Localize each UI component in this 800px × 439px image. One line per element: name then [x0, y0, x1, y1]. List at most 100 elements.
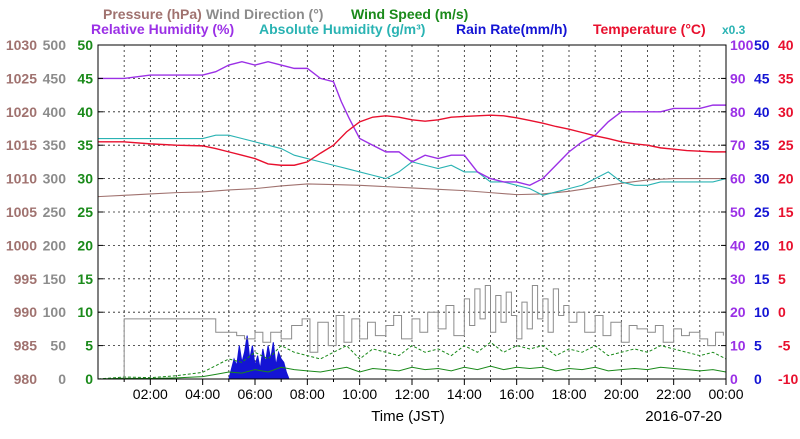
y-tick-label-pressure: 1015: [6, 137, 37, 153]
y-tick-label-pressure: 1000: [6, 237, 37, 253]
y-tick-label-rain-rate: 35: [754, 137, 770, 153]
y-tick-label-temperature: 5: [778, 271, 786, 287]
y-tick-label-wind-speed: 50: [77, 37, 93, 53]
y-tick-label-pressure: 1005: [6, 204, 37, 220]
y-tick-label-pressure: 1010: [6, 171, 37, 187]
y-tick-label-wind-direction: 250: [43, 204, 67, 220]
y-tick-label-relative-humidity: 30: [730, 271, 746, 287]
y-tick-label-rain-rate: 5: [754, 338, 762, 354]
axes: 02:00 04:00 06:00 08:00 10:00 12:00 14:00 16:00…: [6, 37, 799, 402]
x-tick-label: 16:00: [499, 386, 534, 402]
legend-temperature: Temperature (°C): [593, 21, 706, 37]
series-wind-speed-mean: [97, 365, 727, 380]
y-tick-label-rain-rate: 0: [754, 371, 762, 387]
y-tick-label-relative-humidity: 20: [730, 304, 746, 320]
y-tick-label-wind-speed: 20: [77, 237, 93, 253]
y-tick-label-wind-speed: 45: [77, 70, 93, 86]
series-layer: [97, 60, 727, 380]
y-tick-label-temperature: 30: [778, 104, 794, 120]
date-label: 2016-07-20: [645, 408, 722, 425]
y-tick-label-wind-direction: 500: [43, 37, 67, 53]
x-tick-label: 10:00: [342, 386, 377, 402]
x-tick-label: 20:00: [604, 386, 639, 402]
y-tick-label-wind-direction: 50: [50, 338, 66, 354]
series-pressure: [97, 178, 726, 198]
y-tick-label-wind-direction: 100: [43, 304, 67, 320]
series-temperature: [98, 114, 726, 166]
x-tick-label: 18:00: [551, 386, 586, 402]
y-tick-label-wind-direction: 150: [43, 271, 67, 287]
y-tick-label-pressure: 995: [14, 271, 38, 287]
y-tick-label-rain-rate: 25: [754, 204, 770, 220]
y-tick-label-relative-humidity: 0: [730, 371, 738, 387]
x-tick-label: 12:00: [394, 386, 429, 402]
y-tick-label-wind-speed: 40: [77, 104, 93, 120]
y-tick-label-pressure: 1030: [6, 37, 37, 53]
y-tick-label-wind-speed: 0: [85, 371, 93, 387]
x-tick-label: 06:00: [237, 386, 272, 402]
series-absolute-humidity: [98, 134, 727, 196]
series-relative-humidity: [98, 60, 726, 187]
legend-relative-humidity: Relative Humidity (%): [91, 21, 234, 37]
y-tick-label-wind-direction: 300: [43, 171, 67, 187]
y-tick-label-wind-direction: 200: [43, 237, 67, 253]
y-tick-label-temperature: 25: [778, 137, 794, 153]
y-tick-label-temperature: 20: [778, 171, 794, 187]
y-tick-label-pressure: 1020: [6, 104, 37, 120]
y-tick-label-wind-speed: 10: [77, 304, 93, 320]
y-tick-label-relative-humidity: 100: [730, 37, 754, 53]
y-tick-label-wind-speed: 15: [77, 271, 93, 287]
legend-pressure: Pressure (hPa): [103, 6, 202, 22]
x-tick-label: 14:00: [447, 386, 482, 402]
y-tick-label-temperature: -10: [778, 371, 798, 387]
y-tick-label-relative-humidity: 40: [730, 237, 746, 253]
legend-wind-speed: Wind Speed (m/s): [351, 6, 468, 22]
y-tick-label-temperature: 0: [778, 304, 786, 320]
y-tick-label-pressure: 990: [14, 304, 38, 320]
y-tick-label-rain-rate: 10: [754, 304, 770, 320]
y-tick-label-relative-humidity: 60: [730, 171, 746, 187]
y-tick-label-temperature: 35: [778, 70, 794, 86]
x-tick-label: 02:00: [133, 386, 168, 402]
y-tick-label-rain-rate: 15: [754, 271, 770, 287]
y-tick-label-rain-rate: 45: [754, 70, 770, 86]
series-wind-direction: [98, 284, 724, 380]
y-tick-label-wind-direction: 400: [43, 104, 67, 120]
y-tick-label-pressure: 1025: [6, 70, 37, 86]
y-tick-label-wind-speed: 30: [77, 171, 93, 187]
x-tick-label: 08:00: [290, 386, 325, 402]
y-tick-label-wind-direction: 450: [43, 70, 67, 86]
y-tick-label-relative-humidity: 90: [730, 70, 746, 86]
legend: Pressure (hPa) Wind Direction (°) Wind S…: [91, 6, 746, 37]
y-tick-label-relative-humidity: 80: [730, 104, 746, 120]
y-tick-label-rain-rate: 20: [754, 237, 770, 253]
grid: [98, 45, 726, 379]
y-tick-label-relative-humidity: 70: [730, 137, 746, 153]
series-wind-speed: [97, 341, 727, 380]
x-tick-label: 04:00: [185, 386, 220, 402]
y-tick-label-relative-humidity: 50: [730, 204, 746, 220]
legend-absolute-humidity: Absolute Humidity (g/m³): [259, 21, 425, 37]
y-tick-label-pressure: 980: [14, 371, 38, 387]
y-tick-label-temperature: 10: [778, 237, 794, 253]
y-tick-label-rain-rate: 50: [754, 37, 770, 53]
y-tick-label-temperature: -5: [778, 338, 791, 354]
y-tick-label-temperature: 15: [778, 204, 794, 220]
y-tick-label-wind-speed: 5: [85, 338, 93, 354]
y-tick-label-relative-humidity: 10: [730, 338, 746, 354]
legend-rain-rate: Rain Rate(mm/h): [456, 21, 567, 37]
y-tick-label-wind-speed: 35: [77, 137, 93, 153]
y-tick-label-wind-speed: 25: [77, 204, 93, 220]
x-tick-label: 22:00: [656, 386, 691, 402]
x-axis-title: Time (JST): [371, 408, 445, 425]
y-tick-label-rain-rate: 30: [754, 171, 770, 187]
y-tick-label-pressure: 985: [14, 338, 38, 354]
legend-wind-direction: Wind Direction (°): [206, 6, 323, 22]
series-rain-rate: [228, 335, 290, 380]
y-tick-label-temperature: 40: [778, 37, 794, 53]
y-tick-label-wind-direction: 0: [58, 371, 66, 387]
y-tick-label-wind-direction: 350: [43, 137, 67, 153]
